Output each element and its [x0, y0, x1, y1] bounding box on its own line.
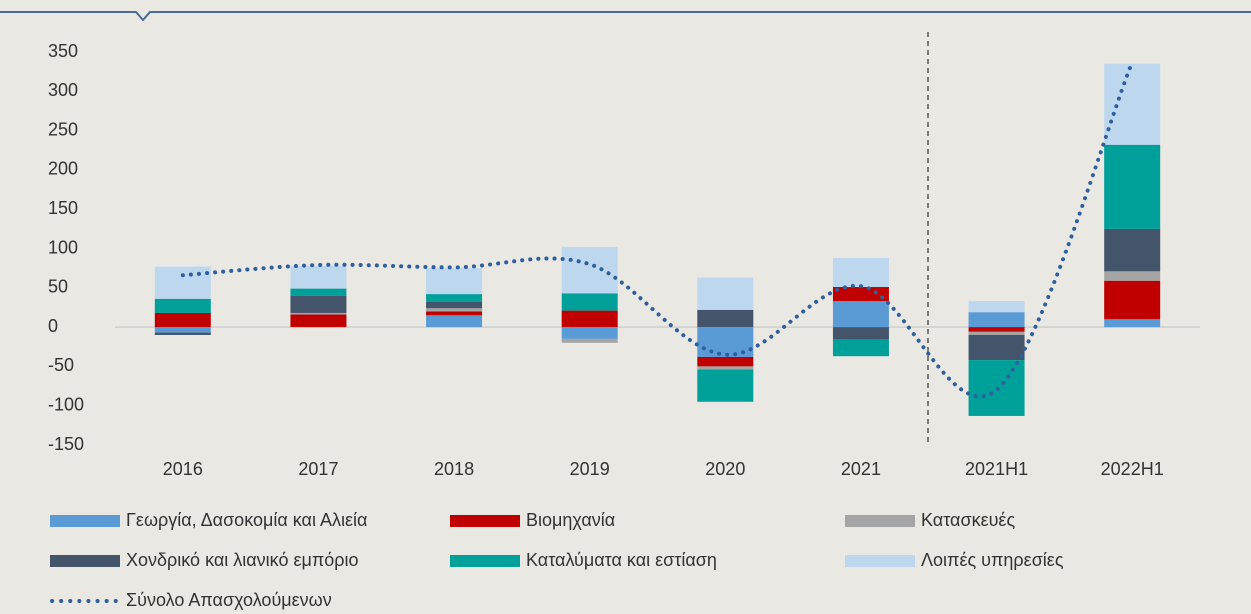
x-tick-label: 2016: [163, 459, 203, 479]
y-tick-label: 350: [48, 41, 78, 61]
y-tick-label: 50: [48, 277, 68, 297]
y-tick-label: -100: [48, 394, 84, 414]
bar: [154, 332, 211, 335]
bar: [426, 311, 483, 316]
y-tick-label: 150: [48, 198, 78, 218]
bar: [968, 327, 1025, 332]
top-border: [0, 11, 1251, 22]
legend-label: Χονδρικό και λιανικό εμπόριο: [126, 550, 359, 570]
bar: [1104, 271, 1161, 281]
bar: [154, 312, 211, 328]
legend-swatch: [450, 515, 520, 527]
bar: [426, 308, 483, 312]
bar: [290, 312, 347, 315]
bar: [697, 277, 754, 310]
legend-label: Λοιπές υπηρεσίες: [921, 550, 1064, 570]
y-tick-label: 300: [48, 80, 78, 100]
bar: [426, 294, 483, 302]
legend-swatch: [50, 515, 120, 527]
bar: [561, 327, 618, 339]
bar: [290, 295, 347, 313]
bar: [426, 268, 483, 295]
bar: [1104, 144, 1161, 229]
x-tick-label: 2022H1: [1101, 459, 1164, 479]
bar: [697, 369, 754, 402]
bar: [697, 309, 754, 328]
legend-swatch: [50, 555, 120, 567]
legend-label: Κατασκευές: [921, 510, 1015, 530]
bar: [154, 327, 211, 333]
bar: [968, 312, 1025, 328]
bar: [154, 266, 211, 299]
legend-label: Καταλύματα και εστίαση: [526, 550, 717, 570]
y-tick-label: 250: [48, 119, 78, 139]
bar: [832, 257, 889, 288]
bar: [290, 288, 347, 296]
total-line: [180, 60, 1135, 399]
bar: [697, 356, 754, 367]
y-tick-label: -50: [48, 355, 74, 375]
y-tick-label: 200: [48, 159, 78, 179]
x-tick-label: 2017: [298, 459, 338, 479]
x-tick-label: 2019: [570, 459, 610, 479]
bar: [968, 334, 1025, 361]
bar: [1104, 228, 1161, 272]
bar: [697, 366, 754, 370]
bar: [1104, 63, 1161, 145]
x-tick-label: 2021H1: [965, 459, 1028, 479]
x-tick-label: 2021: [841, 459, 881, 479]
bar: [968, 301, 1025, 313]
y-tick-label: 0: [48, 316, 58, 336]
bar: [290, 314, 347, 328]
bar: [561, 246, 618, 294]
bar: [968, 331, 1025, 335]
x-tick-label: 2018: [434, 459, 474, 479]
bar: [561, 338, 618, 343]
y-tick-label: -150: [48, 434, 84, 454]
bar: [832, 339, 889, 357]
bar: [426, 301, 483, 309]
bar: [426, 315, 483, 328]
legend-swatch: [845, 515, 915, 527]
bar: [154, 298, 211, 313]
bar: [1104, 280, 1161, 320]
bar: [832, 287, 889, 302]
legend-swatch: [450, 555, 520, 567]
y-tick-label: 100: [48, 237, 78, 257]
legend-swatch: [845, 555, 915, 567]
x-tick-label: 2020: [705, 459, 745, 479]
bar: [561, 310, 618, 328]
bar: [1104, 319, 1161, 328]
bar: [561, 293, 618, 311]
bar: [832, 301, 889, 328]
legend-label: Σύνολο Απασχολούμενων: [126, 590, 332, 610]
legend-label: Βιομηχανία: [526, 510, 615, 530]
legend-label: Γεωργία, Δασοκομία και Αλιεία: [126, 510, 367, 530]
bar: [290, 265, 347, 289]
bar: [832, 327, 889, 340]
